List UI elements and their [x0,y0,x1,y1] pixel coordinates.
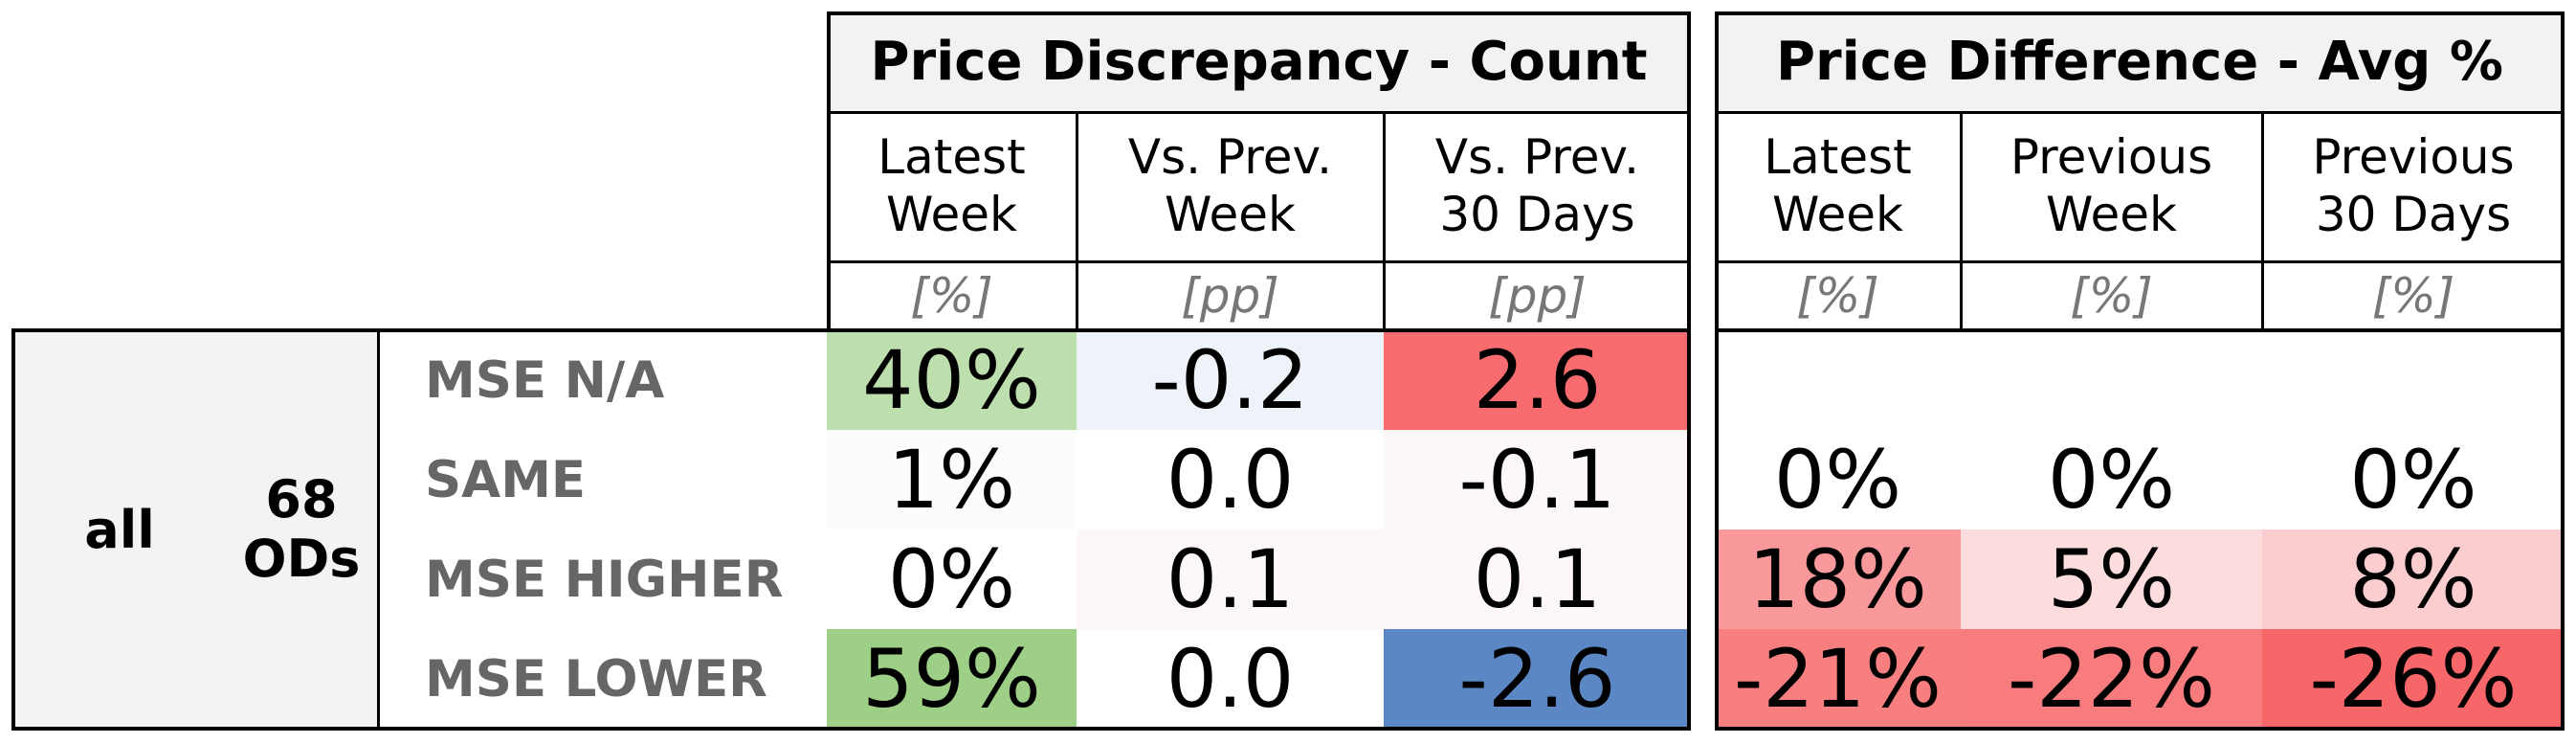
value-cell: -2.6 [1384,629,1691,729]
column-header: Previous Week [2010,129,2213,242]
value-cell: 8% [2262,529,2565,629]
column-header: Vs. Prev. Week [1127,129,1333,242]
value-cell: 18% [1715,529,1961,629]
body-border-left [11,328,15,731]
group-title: Price Discrepancy - Count [827,11,1691,111]
body-border-bottom-right [1715,727,2565,731]
column-divider [1960,111,1963,330]
group-border-top [827,11,1691,15]
column-header: Vs. Prev. 30 Days [1434,129,1640,242]
value-cell: 0.1 [1077,529,1384,629]
column-divider [1076,111,1078,330]
value-cell: 0% [1961,430,2262,529]
value-cell: -26% [2262,629,2565,729]
column-unit: [%] [1796,267,1879,324]
value-cell: -0.1 [1384,430,1691,529]
value-cell: -22% [1961,629,2262,729]
value-cell: -21% [1715,629,1961,729]
column-divider [1383,111,1386,330]
body-border-bottom-left [11,727,1691,731]
row-label: MSE HIGHER [425,550,784,609]
segment-od-count: 68 ODs [242,469,361,589]
group-border-top [1715,11,2565,15]
value-cell: 2.6 [1384,330,1691,430]
title-divider [1715,111,2565,114]
group-border-left [827,11,831,330]
group-border-right [1687,11,1691,330]
row-label: SAME [425,450,587,509]
value-cell [2262,330,2565,430]
value-cell: 40% [827,330,1077,430]
value-cell: 5% [1961,529,2262,629]
group-border-right [2561,11,2565,330]
column-header: Previous 30 Days [2312,129,2515,242]
column-header: Latest Week [1764,129,1912,242]
row-label: MSE N/A [425,350,665,410]
body-border-top-right [1715,328,2565,332]
body-border-right-count [1687,328,1691,731]
value-cell [1961,330,2262,430]
unit-divider [827,260,1691,263]
column-unit: [%] [2070,267,2153,324]
group-border-left [1715,11,1719,330]
segment-name: all [84,499,155,560]
value-cell: 0.0 [1077,629,1384,729]
column-divider [2261,111,2264,330]
column-unit: [pp] [1488,267,1587,324]
value-cell: 59% [827,629,1077,729]
row-label: MSE LOWER [425,649,767,709]
body-border-left-avg [1715,328,1719,731]
segment-divider [377,330,380,729]
title-divider [827,111,1691,114]
value-cell: 0% [2262,430,2565,529]
value-cell [1715,330,1961,430]
column-header: Latest Week [877,129,1026,242]
group-title: Price Difference - Avg % [1715,11,2565,111]
column-unit: [%] [2371,267,2455,324]
value-cell: -0.2 [1077,330,1384,430]
column-unit: [%] [910,267,993,324]
value-cell: 0% [827,529,1077,629]
value-cell: 0.1 [1384,529,1691,629]
value-cell: 1% [827,430,1077,529]
column-unit: [pp] [1181,267,1279,324]
value-cell: 0.0 [1077,430,1384,529]
value-cell: 0% [1715,430,1961,529]
segment-panel [11,330,379,729]
body-border-top-left [11,328,1691,332]
unit-divider [1715,260,2565,263]
body-border-right-avg [2561,328,2565,731]
